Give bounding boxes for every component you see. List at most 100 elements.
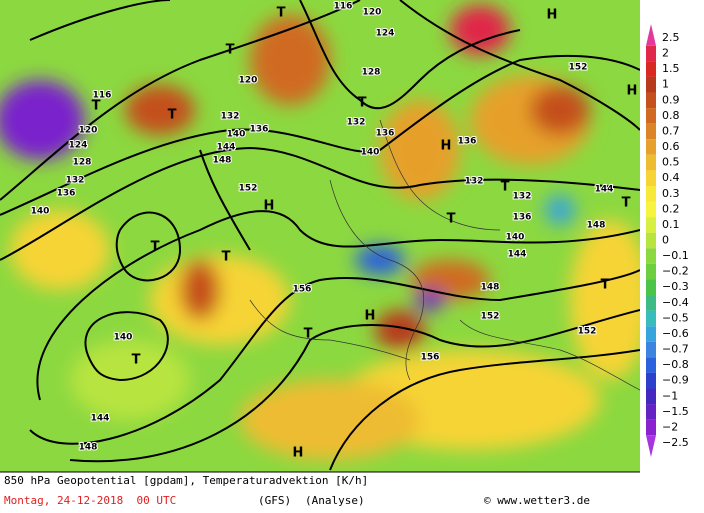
- legend-swatch: [646, 154, 656, 171]
- legend-swatch: [646, 263, 656, 280]
- legend-swatch: [646, 341, 656, 358]
- legend-swatch: [646, 61, 656, 77]
- legend-swatch: [646, 170, 656, 186]
- legend-swatch: [646, 217, 656, 233]
- legend-swatch: [646, 326, 656, 342]
- contour-label: 152: [481, 312, 500, 322]
- footer-title: 850 hPa Geopotential [gpdam], Temperatur…: [4, 474, 369, 487]
- legend-label: 0.5: [662, 156, 680, 169]
- pressure-center: T: [501, 180, 510, 195]
- contour-label: 132: [221, 112, 240, 122]
- legend-label: −1: [662, 389, 678, 402]
- legend-label: −0.2: [662, 265, 689, 278]
- contour-label: 152: [569, 63, 588, 73]
- pressure-center: H: [365, 309, 376, 324]
- pressure-center: T: [151, 240, 160, 255]
- legend-label: −0.7: [662, 343, 689, 356]
- legend-label: −0.3: [662, 280, 689, 293]
- contour-label: 144: [91, 414, 110, 424]
- contour-label: 148: [79, 443, 98, 453]
- legend-swatch: [646, 310, 656, 327]
- advection-field: [0, 0, 640, 472]
- contour-label: 140: [114, 333, 133, 343]
- contour-label: 132: [513, 192, 532, 202]
- contour-label: 136: [250, 125, 269, 135]
- contour-label: 136: [250, 125, 269, 135]
- contour-label: 132: [347, 118, 366, 128]
- footer-date: Montag, 24-12-2018 00 UTC: [4, 494, 177, 507]
- legend-label: 0.8: [662, 109, 680, 122]
- contour-label: 128: [73, 158, 92, 168]
- contour-label: 148: [481, 283, 500, 293]
- legend-swatch: [646, 92, 656, 109]
- legend-label: −1.5: [662, 405, 689, 418]
- contour-label: 144: [217, 143, 236, 153]
- legend-swatch: [646, 123, 656, 140]
- legend-label: −2: [662, 420, 678, 433]
- legend-label: −0.1: [662, 249, 689, 262]
- contour-label: 140: [361, 148, 380, 158]
- footer-source: © www.wetter3.de: [484, 494, 590, 507]
- legend-swatch: [646, 76, 656, 93]
- pressure-center: H: [547, 8, 558, 23]
- pressure-center: H: [441, 139, 452, 154]
- contour-label: 152: [239, 184, 258, 194]
- footer-model: (GFS): [258, 494, 292, 507]
- contour-label: 120: [79, 126, 98, 136]
- coastlines: [249, 119, 640, 391]
- contour-label: 116: [334, 2, 353, 12]
- pressure-center: T: [304, 327, 313, 342]
- legend-label: 0.2: [662, 202, 680, 215]
- legend-label: 0.3: [662, 187, 680, 200]
- pressure-center: T: [601, 278, 610, 293]
- contour-label: 148: [213, 156, 232, 166]
- legend-swatch: [646, 404, 656, 420]
- legend-label: 0: [662, 234, 669, 247]
- contour-label: 132: [465, 177, 484, 187]
- footer-bg: [0, 472, 704, 513]
- contour-label: 124: [69, 141, 88, 151]
- contour-label: 124: [376, 29, 395, 39]
- legend-label: −0.4: [662, 296, 689, 309]
- contour-label: 144: [508, 250, 527, 260]
- legend-swatch: [646, 372, 656, 389]
- contour-label: 156: [421, 353, 440, 363]
- pressure-center: T: [132, 353, 141, 368]
- legend-swatch: [646, 435, 656, 457]
- legend-swatch: [646, 108, 656, 124]
- legend-label: 0.1: [662, 218, 680, 231]
- pressure-center: H: [264, 199, 275, 214]
- pressure-center: H: [293, 446, 304, 461]
- legend-swatch: [646, 357, 656, 373]
- contour-label: 120: [363, 8, 382, 18]
- legend: 2.5 2 1.5 1 0.9 0.8 0.7 0.6 0.5 0.4 0.3 0.2 0.1 0 −0.1…: [646, 24, 689, 457]
- contour-label: 136: [458, 137, 477, 147]
- legend-swatch: [646, 279, 656, 296]
- legend-swatch: [646, 388, 656, 405]
- legend-swatch: [646, 232, 656, 249]
- pressure-center: T: [277, 6, 286, 21]
- contour-label: 132: [66, 176, 85, 186]
- legend-label: −0.5: [662, 311, 689, 324]
- contour-label: 128: [362, 68, 381, 78]
- legend-label: −0.8: [662, 358, 689, 371]
- legend-label: 1: [662, 78, 669, 91]
- contour-label: 152: [578, 327, 597, 337]
- contour-label: 156: [293, 285, 312, 295]
- pressure-center: T: [222, 250, 231, 265]
- contour-label: 144: [595, 185, 614, 195]
- legend-label: 2: [662, 47, 669, 60]
- contour-label: 136: [513, 213, 532, 223]
- legend-swatch: [646, 45, 656, 62]
- pressure-center: T: [92, 99, 101, 114]
- legend-label: 2.5: [662, 31, 680, 44]
- legend-swatch: [646, 419, 656, 436]
- contour-label: 148: [587, 221, 606, 231]
- pressure-center: H: [627, 84, 638, 99]
- contour-label: 120: [239, 76, 258, 86]
- pressure-center: T: [226, 43, 235, 58]
- legend-swatch: [646, 139, 656, 155]
- contour-label: 116: [93, 91, 112, 101]
